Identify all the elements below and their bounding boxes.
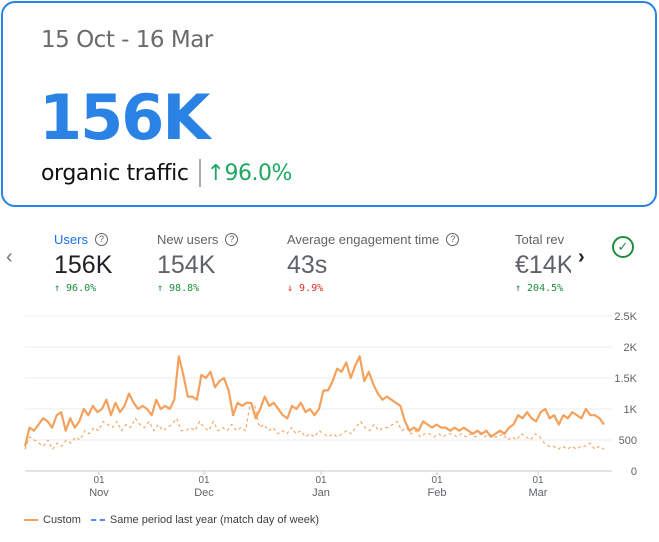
y-tick-label: 0 <box>631 466 637 478</box>
chart-series <box>23 355 605 450</box>
check-circle-icon[interactable]: ✓ <box>612 236 634 258</box>
metric-avg-engagement-time[interactable]: Average engagement time? 43s ↓ 9.9% <box>287 232 460 294</box>
organic-traffic-label: organic traffic <box>41 160 189 186</box>
legend-last-year: Same period last year (match day of week… <box>109 514 319 526</box>
metric-users[interactable]: Users? 156K ↑ 96.0% <box>54 232 112 294</box>
metric-change: ↑ 204.5% <box>515 283 564 294</box>
x-tick-day: 01 <box>93 475 105 486</box>
metric-value: 154K <box>157 251 216 279</box>
y-tick-label: 1.5K <box>614 373 637 385</box>
x-tick-day: 01 <box>315 475 327 486</box>
legend-custom: Custom <box>43 514 81 526</box>
y-tick-label: 500 <box>619 435 637 447</box>
metric-title: Total rev <box>515 232 565 247</box>
metric-title: Users <box>54 232 88 247</box>
help-circle-icon[interactable]: ? <box>446 233 460 246</box>
x-tick-day: 01 <box>532 475 544 486</box>
legend-swatch-custom <box>24 519 38 521</box>
x-tick-day: 01 <box>431 475 443 486</box>
organic-traffic-value: 156K <box>39 81 210 154</box>
y-tick-label: 2.5K <box>614 311 637 323</box>
metric-title: Average engagement time <box>287 232 440 247</box>
y-axis-ticks: 2.5K 2K 1.5K 1K 500 0 <box>614 311 637 478</box>
metric-change: ↑ 98.8% <box>157 283 200 294</box>
divider <box>198 159 201 187</box>
x-tick-day: 01 <box>198 475 210 486</box>
y-tick-label: 2K <box>624 342 638 354</box>
x-tick-month: Dec <box>194 487 214 499</box>
help-circle-icon[interactable]: ? <box>225 233 239 246</box>
metric-total-revenue[interactable]: Total rev €14K ↑ 204.5% <box>515 232 571 294</box>
date-range: 15 Oct - 16 Mar <box>41 27 213 53</box>
metric-value: €14K <box>515 251 571 279</box>
help-circle-icon[interactable]: ? <box>94 233 108 246</box>
metric-change: ↓ 9.9% <box>287 283 324 294</box>
summary-card: 15 Oct - 16 Mar 156K organic traffic ↑96… <box>1 1 657 207</box>
metric-value: 156K <box>54 251 113 279</box>
y-tick-label: 1K <box>624 404 638 416</box>
series-line-last-year <box>24 402 605 450</box>
x-tick-month: Jan <box>312 487 330 499</box>
chart-grid <box>25 315 612 472</box>
summary-subtitle: organic traffic ↑96.0% <box>41 159 292 187</box>
organic-traffic-change: ↑96.0% <box>206 160 293 186</box>
x-tick-month: Nov <box>89 487 109 499</box>
metric-value: 43s <box>287 251 328 279</box>
series-line-custom <box>23 355 605 447</box>
chevron-right-icon[interactable]: › <box>578 246 585 268</box>
metric-change: ↑ 96.0% <box>54 283 97 294</box>
metric-title: New users <box>157 232 219 247</box>
legend-swatch-last-year <box>90 519 105 521</box>
chart-legend: Custom Same period last year (match day … <box>24 514 319 526</box>
x-tick-month: Feb <box>428 487 447 499</box>
x-tick-month: Mar <box>529 487 548 499</box>
metric-new-users[interactable]: New users? 154K ↑ 98.8% <box>157 232 239 294</box>
chevron-left-icon[interactable]: ‹ <box>6 246 13 268</box>
